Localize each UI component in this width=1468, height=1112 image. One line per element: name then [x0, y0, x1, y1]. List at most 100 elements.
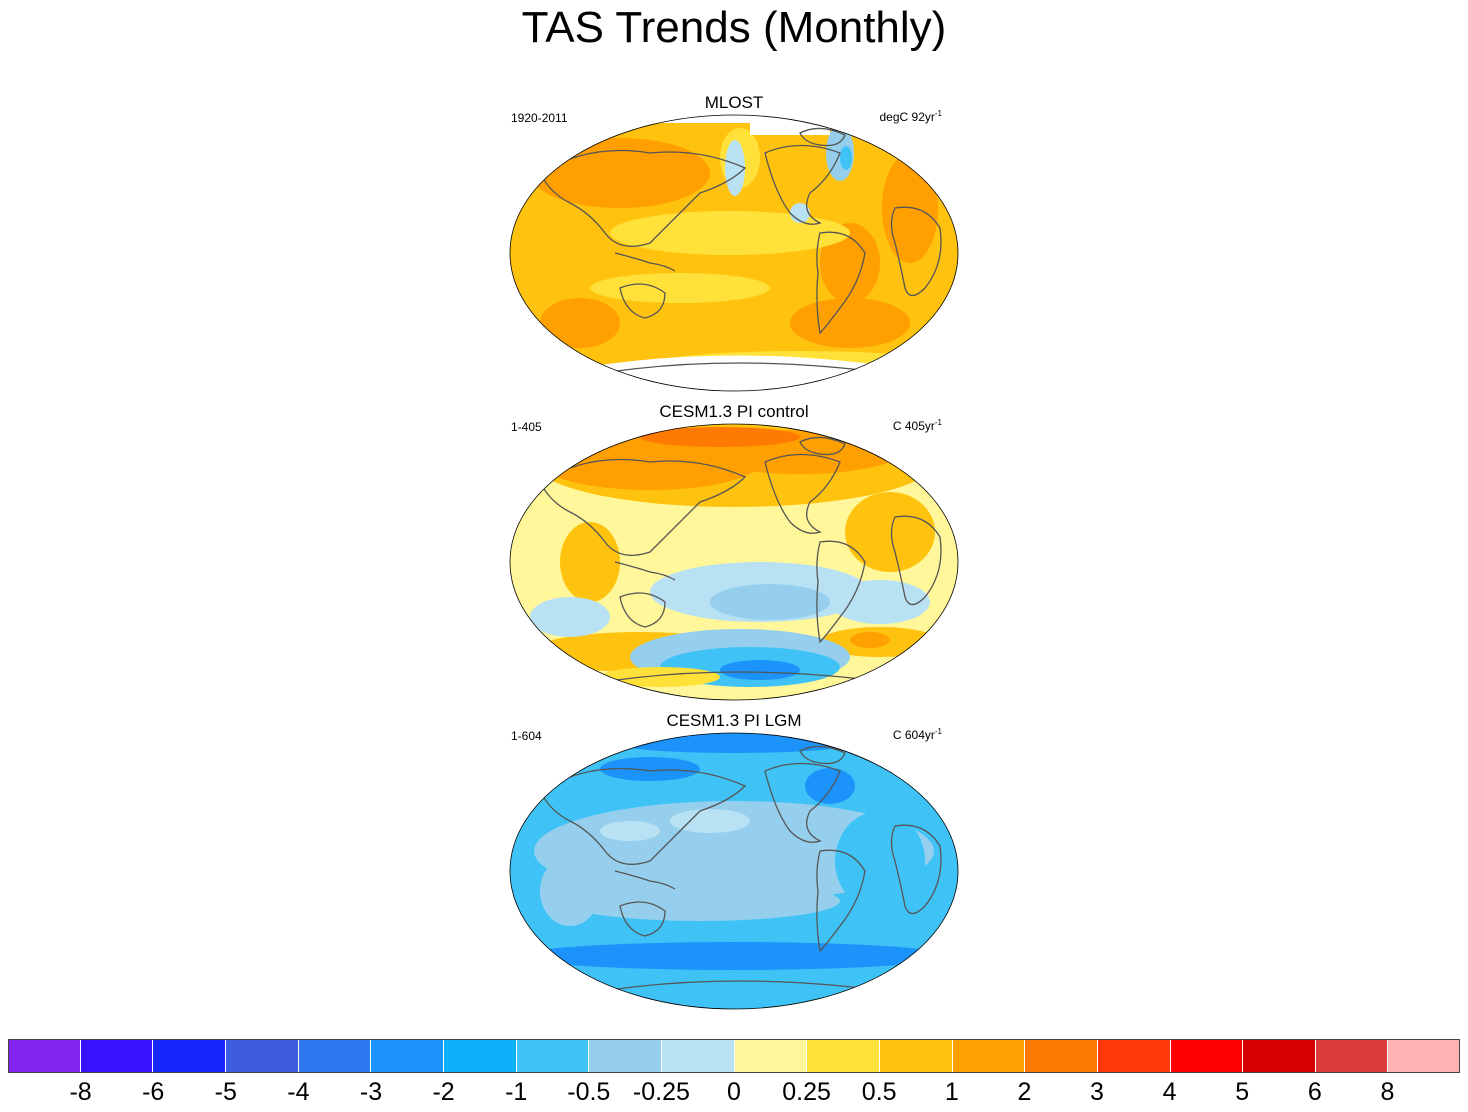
- trend-region: [840, 146, 852, 170]
- colorbar-tick-label: 0.5: [861, 1078, 897, 1106]
- trend-region: [560, 522, 620, 602]
- colorbar-tick-label: 6: [1307, 1078, 1322, 1106]
- coastline-greenland: [799, 127, 846, 147]
- colorbar-box: [1243, 1039, 1316, 1073]
- colorbar-tick-label: 0.25: [782, 1078, 831, 1106]
- colorbar-box: [734, 1039, 808, 1073]
- colorbar-tick-label: -5: [214, 1078, 237, 1106]
- colorbar-box: [8, 1039, 81, 1073]
- colorbar-tick-label: -3: [359, 1078, 383, 1106]
- colorbar-box: [1025, 1039, 1098, 1073]
- trend-region: [835, 811, 925, 911]
- trend-region: [530, 138, 710, 208]
- coastline-greenland: [799, 436, 846, 456]
- colorbar-box: [1097, 1039, 1171, 1073]
- map-field: [510, 424, 958, 700]
- coastline-australia: [619, 283, 666, 319]
- coastline-africa: [890, 824, 942, 915]
- panel-title: CESM1.3 PI control: [659, 402, 809, 421]
- coastline-south-america: [816, 849, 866, 953]
- colorbar-box: [952, 1039, 1026, 1073]
- colorbar-tick-label: 5: [1235, 1078, 1250, 1106]
- trend-region: [600, 821, 660, 841]
- colorbar: [8, 1039, 1461, 1073]
- trend-region: [590, 273, 770, 303]
- trend-region: [560, 881, 840, 921]
- colorbar-tick-label: -8: [69, 1078, 92, 1106]
- panel-units-label: degC 92yr-1: [879, 109, 943, 124]
- colorbar-tick-label: -4: [287, 1078, 310, 1106]
- coastline-eurasia: [539, 149, 747, 247]
- trend-region: [725, 140, 745, 196]
- coastline-north-america: [764, 762, 841, 843]
- colorbar-tick-label: 3: [1090, 1078, 1104, 1106]
- colorbar-box: [807, 1039, 880, 1073]
- trend-region: [850, 632, 890, 648]
- coastline-australia: [619, 901, 666, 937]
- coastline-australia: [619, 592, 666, 628]
- trend-region: [805, 768, 855, 804]
- colorbar-box: [1315, 1039, 1389, 1073]
- coastline-africa: [890, 515, 942, 606]
- trend-region: [710, 584, 830, 620]
- figure-title: TAS Trends (Monthly): [521, 3, 947, 52]
- panel-title: MLOST: [704, 93, 764, 112]
- coastline-africa: [890, 206, 942, 297]
- trend-region: [670, 809, 750, 833]
- world-map: [509, 423, 959, 701]
- colorbar-box: [298, 1039, 372, 1073]
- colorbar-tick-label: 2: [1017, 1078, 1032, 1106]
- coastline-south-america: [816, 231, 866, 335]
- colorbar-tick-label: 8: [1380, 1078, 1395, 1106]
- panel-title: CESM1.3 PI LGM: [666, 711, 802, 730]
- colorbar-box: [516, 1039, 590, 1073]
- coastline-maritime-continent: [614, 252, 676, 272]
- colorbar-tick-label: 4: [1162, 1078, 1177, 1106]
- colorbar-box: [661, 1039, 735, 1073]
- colorbar-box: [1170, 1039, 1244, 1073]
- map-field: [510, 733, 958, 1009]
- coastline-eurasia: [539, 767, 747, 865]
- coastline-maritime-continent: [614, 561, 676, 581]
- world-map: [509, 732, 959, 1010]
- map-border: [509, 423, 959, 701]
- coastline-eurasia: [539, 458, 747, 556]
- colorbar-box: [879, 1039, 953, 1073]
- colorbar-tick-label: 0: [727, 1078, 741, 1106]
- map-border: [509, 732, 959, 1010]
- trend-region: [600, 667, 720, 687]
- colorbar-box: [225, 1039, 299, 1073]
- colorbar-box: [153, 1039, 226, 1073]
- trend-region: [530, 597, 610, 637]
- trend-region: [640, 427, 800, 447]
- trend-region: [600, 757, 700, 781]
- panel-units-label: C 405yr-1: [892, 418, 942, 433]
- panel-period-label: 1920-2011: [511, 111, 568, 125]
- colorbar-tick-label: -0.25: [632, 1078, 690, 1106]
- panel-units-label: C 604yr-1: [892, 727, 942, 742]
- map-field: [510, 115, 958, 391]
- trend-region: [720, 660, 800, 680]
- coastline-south-america: [816, 540, 866, 644]
- panel-period-label: 1-405: [511, 420, 542, 434]
- colorbar-tick-label: -6: [142, 1078, 165, 1106]
- map-panel-mlost: MLOST 1920-2011 degC 92yr-1: [500, 93, 968, 393]
- colorbar-box: [589, 1039, 662, 1073]
- colorbar-box: [371, 1039, 444, 1073]
- trend-region: [610, 211, 850, 255]
- coastline-north-america: [764, 144, 841, 225]
- coastline-north-america: [764, 453, 841, 534]
- colorbar-tick-label: -1: [505, 1078, 528, 1106]
- map-border: [509, 114, 959, 392]
- missing-data-region: [510, 115, 958, 123]
- trend-region: [790, 298, 910, 348]
- trend-region: [564, 972, 904, 1000]
- trend-region: [540, 856, 600, 926]
- colorbar-tick-label: -2: [432, 1078, 455, 1106]
- trend-region: [519, 942, 949, 970]
- coastline-greenland: [799, 745, 846, 765]
- trend-region: [845, 492, 935, 572]
- colorbar-box: [1388, 1039, 1461, 1073]
- colorbar-tick-label: -0.5: [567, 1078, 611, 1106]
- colorbar-box: [80, 1039, 154, 1073]
